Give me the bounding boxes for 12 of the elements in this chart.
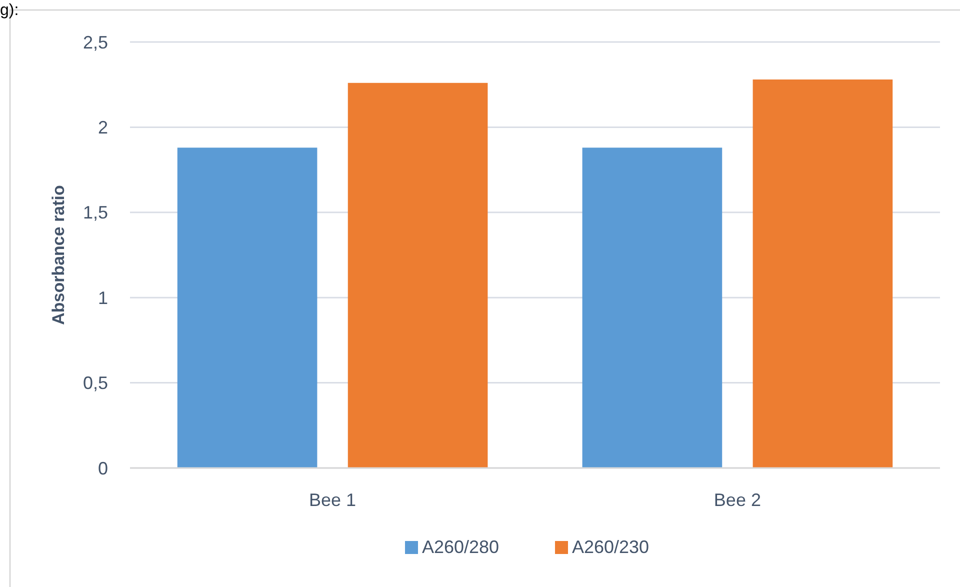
legend-label: A260/280: [422, 537, 500, 557]
y-tick-label: 0: [98, 458, 108, 478]
legend-label: A260/230: [572, 537, 650, 557]
x-tick-label: Bee 2: [714, 490, 761, 510]
text: g):: [0, 2, 19, 19]
y-tick-label: 0,5: [82, 373, 108, 394]
y-tick-label: 1: [98, 288, 108, 308]
x-tick-label: Bee 1: [309, 490, 356, 510]
y-axis-title: Absorbance ratio: [49, 185, 68, 325]
y-tick-label: 2,5: [82, 32, 108, 52]
y-tick-label: 1,5: [82, 202, 108, 223]
y-tick-label: 2: [98, 118, 108, 138]
